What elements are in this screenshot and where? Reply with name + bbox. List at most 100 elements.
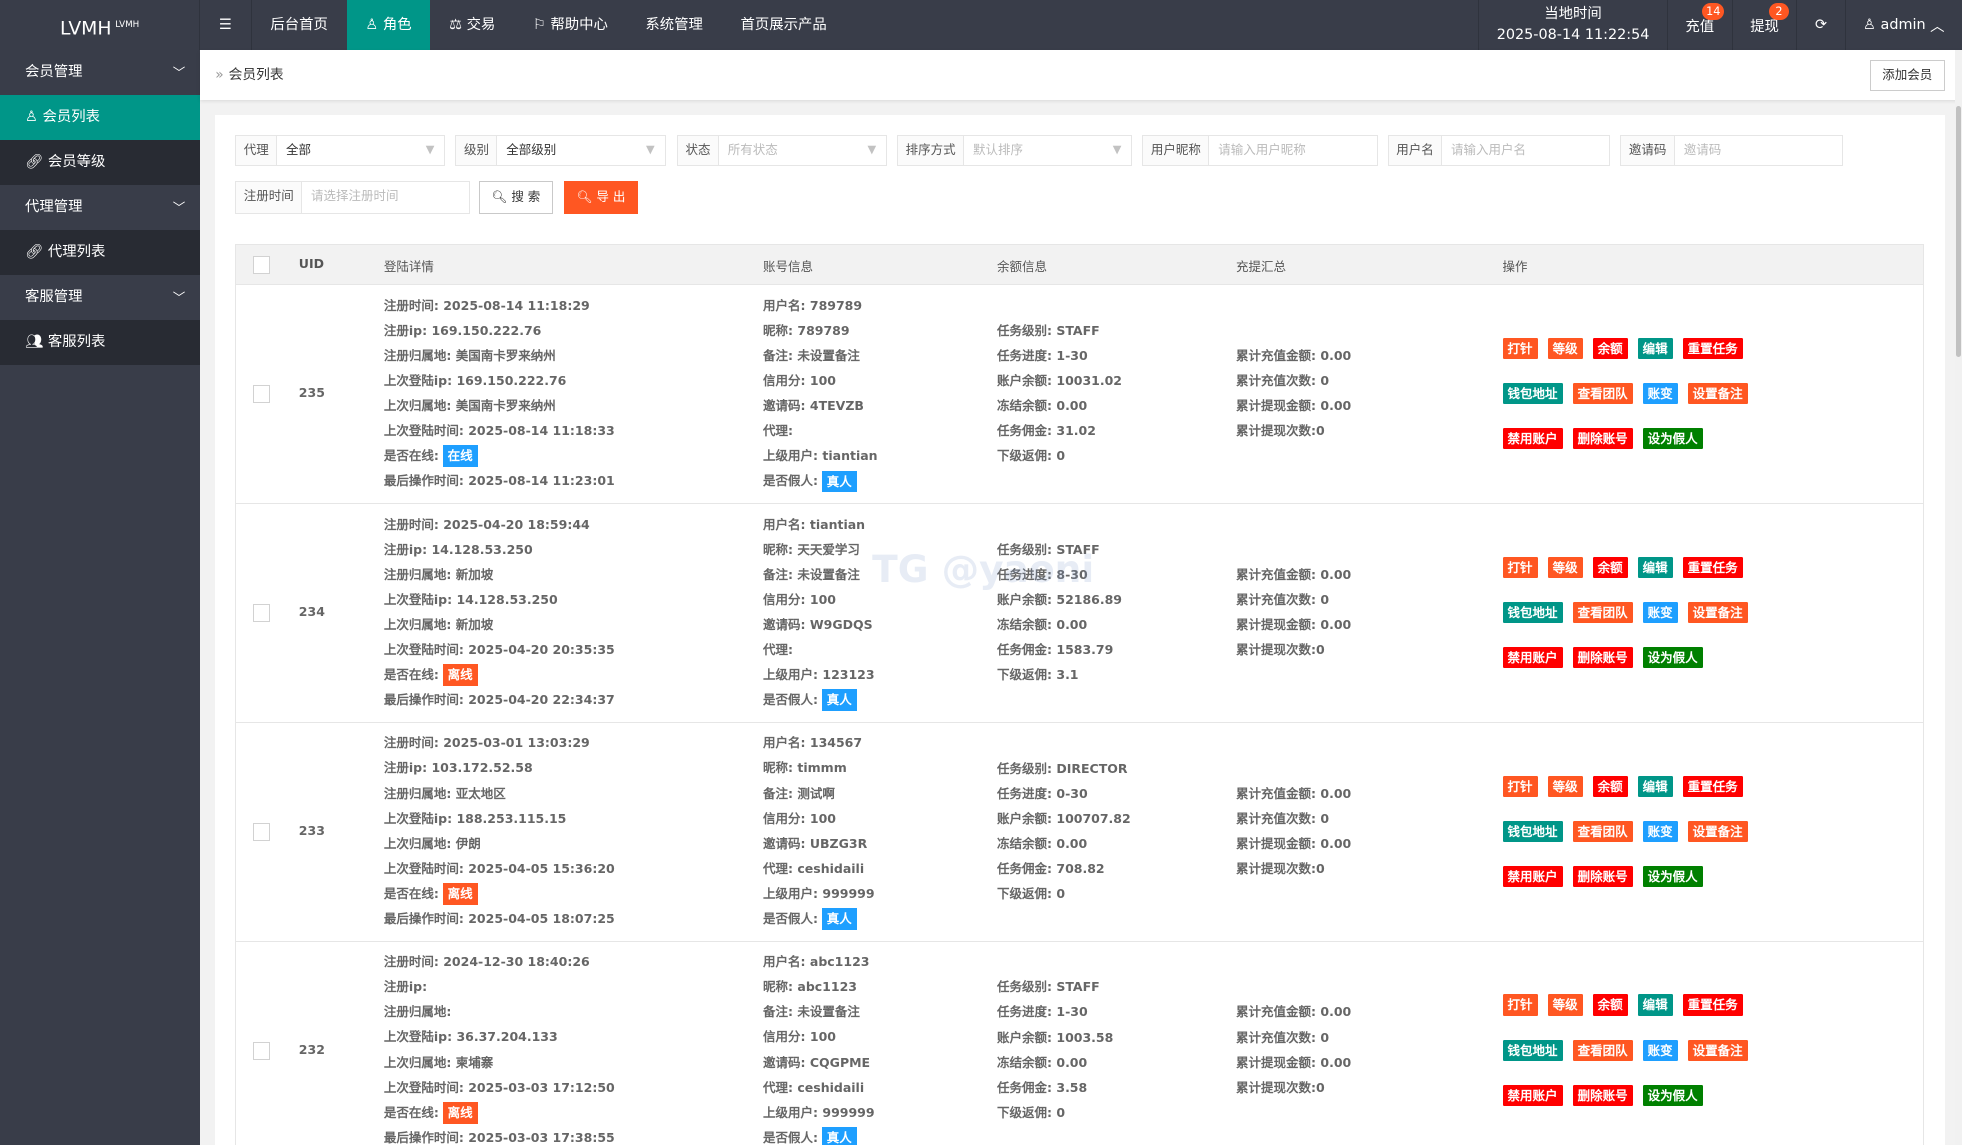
line-text: 备注: 未设置备注 xyxy=(763,566,860,582)
sidebar-group-member[interactable]: 会员管理 ﹀ xyxy=(0,50,200,95)
action-button[interactable]: 余额 xyxy=(1592,994,1628,1016)
action-button[interactable]: 编辑 xyxy=(1637,556,1673,578)
action-button[interactable]: 查看团队 xyxy=(1572,601,1633,623)
action-button[interactable]: 余额 xyxy=(1592,556,1628,578)
row-checkbox[interactable] xyxy=(252,1042,271,1060)
balance-info-line: 任务佣金: 3.58 xyxy=(997,1075,1113,1100)
action-button[interactable]: 等级 xyxy=(1547,337,1583,359)
nav-system[interactable]: 系统管理 xyxy=(627,0,722,50)
action-button[interactable]: 钱包地址 xyxy=(1502,820,1563,842)
action-button[interactable]: 余额 xyxy=(1592,775,1628,797)
table-row: 234 注册时间: 2025-04-20 18:59:44 注册ip: 14.128… xyxy=(236,504,1924,723)
line-text: 上次登陆ip: 188.253.115.15 xyxy=(383,810,567,826)
username-input[interactable]: 用户名 请输入用户名 xyxy=(1387,135,1611,167)
action-button[interactable]: 查看团队 xyxy=(1572,820,1633,842)
nav-help[interactable]: ⚐ 帮助中心 xyxy=(514,0,627,50)
action-button[interactable]: 余额 xyxy=(1592,337,1628,359)
sidebar-item-member-list[interactable]: ♙ 会员列表 xyxy=(0,95,201,141)
action-button[interactable]: 删除账号 xyxy=(1572,427,1633,449)
action-button[interactable]: 等级 xyxy=(1547,994,1583,1016)
action-button[interactable]: 设置备注 xyxy=(1687,601,1748,623)
action-button[interactable]: 打针 xyxy=(1502,337,1538,359)
level-select[interactable]: 级别 全部级别 ▼ xyxy=(455,135,666,167)
action-button[interactable]: 设为假人 xyxy=(1642,865,1703,887)
hamburger-icon[interactable]: ☰ xyxy=(200,0,252,51)
action-button[interactable]: 编辑 xyxy=(1637,994,1673,1016)
action-button[interactable]: 设置备注 xyxy=(1687,820,1748,842)
refresh-icon[interactable]: ⟳ xyxy=(1796,0,1844,51)
action-button[interactable]: 禁用账户 xyxy=(1502,646,1563,668)
action-button[interactable]: 打针 xyxy=(1502,775,1538,797)
sidebar-item-member-level[interactable]: 🔗︎ 会员等级 xyxy=(0,140,201,186)
action-button[interactable]: 删除账号 xyxy=(1572,865,1633,887)
nav-home[interactable]: 后台首页 xyxy=(252,0,347,50)
action-button[interactable]: 设为假人 xyxy=(1642,1084,1703,1106)
action-button[interactable]: 钱包地址 xyxy=(1502,601,1563,623)
action-button[interactable]: 删除账号 xyxy=(1572,646,1633,668)
line-text: 账户余额: 10031.02 xyxy=(997,372,1122,388)
export-button[interactable]: 🔍︎ 导 出 xyxy=(564,181,638,214)
action-button[interactable]: 钱包地址 xyxy=(1502,382,1563,404)
add-member-button[interactable]: 添加会员 xyxy=(1870,60,1945,92)
sidebar-item-service-list[interactable]: 👥︎ 客服列表 xyxy=(0,320,201,366)
sidebar-group-agent[interactable]: 代理管理 ﹀ xyxy=(0,185,200,230)
nav-trade[interactable]: ⚖ 交易 xyxy=(430,0,514,50)
action-button[interactable]: 禁用账户 xyxy=(1502,865,1563,887)
search-button[interactable]: 🔍︎ 搜 索 xyxy=(479,181,553,214)
action-button[interactable]: 设为假人 xyxy=(1642,427,1703,449)
sidebar-group-service[interactable]: 客服管理 ﹀ xyxy=(0,275,200,320)
account-info-line: 用户名: tiantian xyxy=(763,512,875,537)
account-info-line: 备注: 未设置备注 xyxy=(763,999,875,1024)
recharge-button[interactable]: 充值 14 xyxy=(1666,0,1732,51)
action-button[interactable]: 账变 xyxy=(1642,820,1678,842)
action-button[interactable]: 重置任务 xyxy=(1682,994,1743,1016)
table-row: 233 注册时间: 2025-03-01 13:03:29 注册ip: 103.17… xyxy=(236,723,1924,942)
action-button[interactable]: 重置任务 xyxy=(1682,556,1743,578)
page-scrollbar[interactable] xyxy=(1954,50,1962,1145)
action-button[interactable]: 禁用账户 xyxy=(1502,1084,1563,1106)
line-text: 上次登陆ip: 14.128.53.250 xyxy=(383,591,558,607)
line-text: 代理: ceshidaili xyxy=(763,1079,865,1095)
login-details-line: 注册ip: 103.172.52.58 xyxy=(384,755,615,780)
action-button[interactable]: 删除账号 xyxy=(1572,1084,1633,1106)
scrollbar-thumb[interactable] xyxy=(1955,106,1961,357)
sort-select[interactable]: 排序方式 默认排序 ▼ xyxy=(897,135,1133,167)
line-text: 上次登陆ip: 169.150.222.76 xyxy=(383,372,567,388)
status-select[interactable]: 状态 所有状态 ▼ xyxy=(676,135,888,167)
user-menu[interactable]: ♙ admin ︿ xyxy=(1844,0,1962,51)
action-button[interactable]: 设置备注 xyxy=(1687,382,1748,404)
withdraw-button[interactable]: 提现 2 xyxy=(1731,0,1797,51)
invite-code-input[interactable]: 邀请码 邀请码 xyxy=(1620,135,1844,167)
register-time-input[interactable]: 注册时间 请选择注册时间 xyxy=(235,181,471,214)
action-button[interactable]: 打针 xyxy=(1502,994,1538,1016)
action-button[interactable]: 重置任务 xyxy=(1682,337,1743,359)
sidebar-item-agent-list[interactable]: 🔗︎ 代理列表 xyxy=(0,230,201,276)
action-button[interactable]: 查看团队 xyxy=(1572,1039,1633,1061)
action-button[interactable]: 编辑 xyxy=(1637,775,1673,797)
row-checkbox[interactable] xyxy=(252,604,271,622)
nav-products[interactable]: 首页展示产品 xyxy=(722,0,846,50)
action-button[interactable]: 编辑 xyxy=(1637,337,1673,359)
action-button[interactable]: 等级 xyxy=(1547,556,1583,578)
action-button[interactable]: 查看团队 xyxy=(1572,382,1633,404)
action-button[interactable]: 重置任务 xyxy=(1682,775,1743,797)
action-button[interactable]: 账变 xyxy=(1642,382,1678,404)
action-button[interactable]: 设为假人 xyxy=(1642,646,1703,668)
action-button[interactable]: 账变 xyxy=(1642,601,1678,623)
balance-info-line: 任务级别: STAFF xyxy=(997,537,1122,562)
select-all-checkbox[interactable] xyxy=(252,256,271,274)
action-button[interactable]: 账变 xyxy=(1642,1039,1678,1061)
action-button[interactable]: 等级 xyxy=(1547,775,1583,797)
nickname-input[interactable]: 用户昵称 请输入用户昵称 xyxy=(1142,135,1378,167)
action-button[interactable]: 设置备注 xyxy=(1687,1039,1748,1061)
row-checkbox[interactable] xyxy=(252,823,271,841)
agent-select[interactable]: 代理 全部 ▼ xyxy=(235,135,446,167)
action-button[interactable]: 打针 xyxy=(1502,556,1538,578)
action-button[interactable]: 禁用账户 xyxy=(1502,427,1563,449)
header-balance: 余额信息 xyxy=(997,259,1048,275)
action-line: 禁用账户 删除账号 设为假人 xyxy=(1502,427,1748,473)
row-checkbox[interactable] xyxy=(252,385,271,403)
action-button[interactable]: 钱包地址 xyxy=(1502,1039,1563,1061)
nav-role[interactable]: ♙ 角色 xyxy=(346,0,431,51)
